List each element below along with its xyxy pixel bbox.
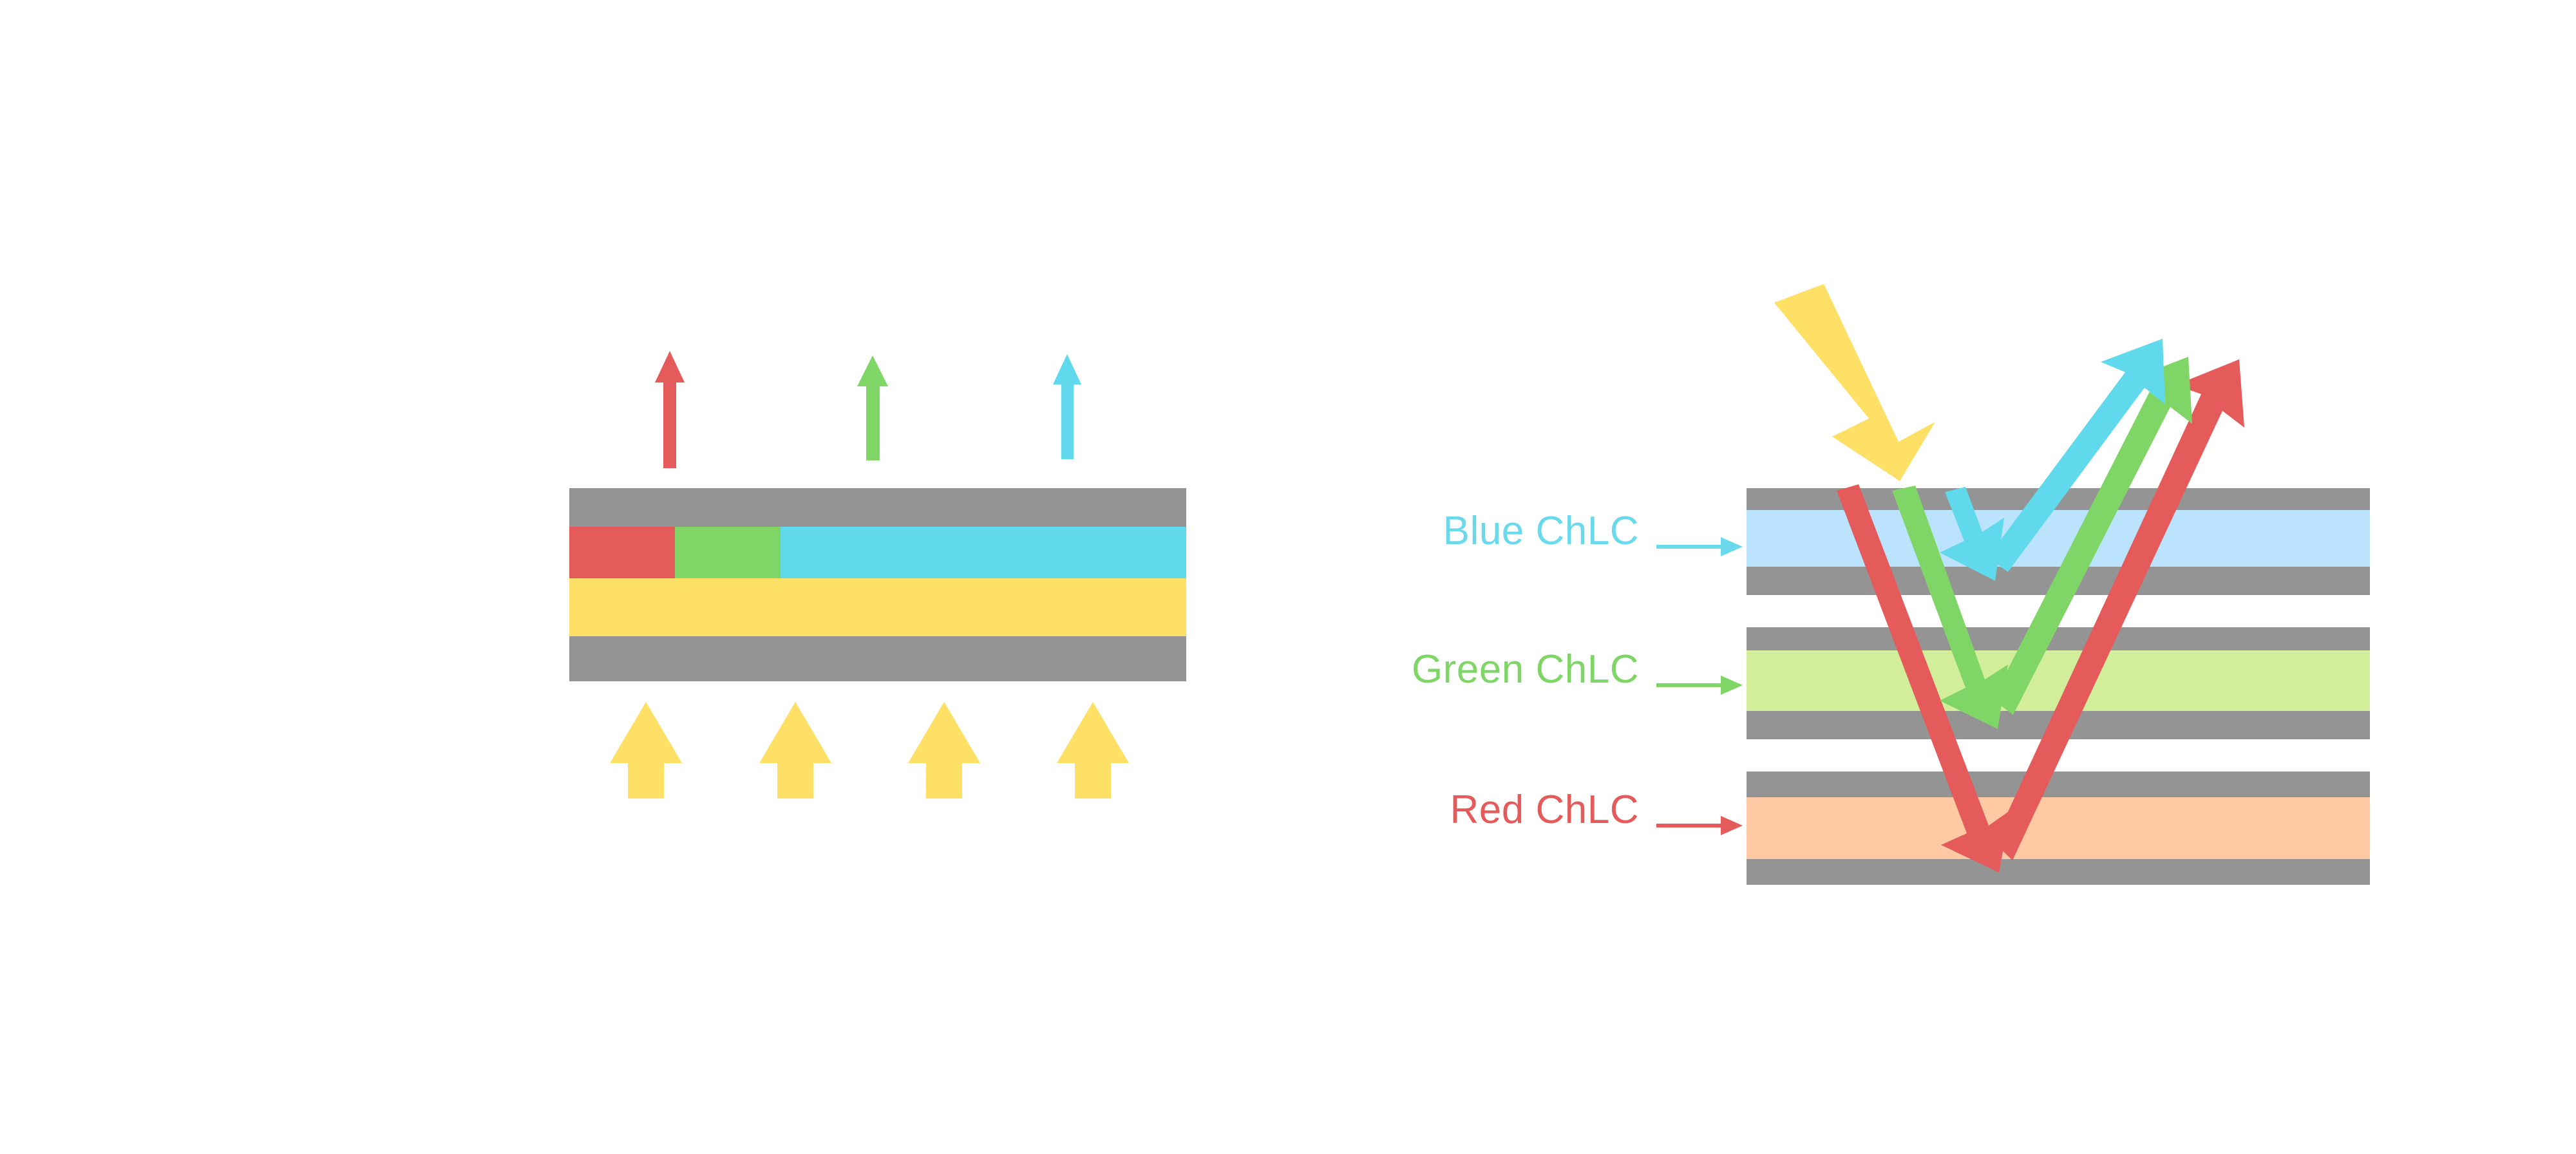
green-cell-lc-layer xyxy=(1747,650,2370,711)
emitted-light-arrows xyxy=(655,351,1081,468)
emitted-green-arrow-shape xyxy=(857,355,888,460)
backlight-arrow-1 xyxy=(610,702,682,799)
red-chlc-cell xyxy=(1747,771,2370,885)
label-blue-chlc-text: Blue ChLC xyxy=(1443,509,1639,553)
incident-light-arrow-shape xyxy=(1774,284,1935,481)
backlight-arrows xyxy=(610,702,1129,799)
red-ray-down-arrow xyxy=(1837,484,2011,873)
emitted-red-arrow-shape xyxy=(655,351,685,468)
left-top-electrode xyxy=(569,488,1186,527)
emitted-cyan-arrow xyxy=(1053,354,1081,459)
label-blue-arrow-icon xyxy=(1656,537,1743,556)
label-blue-chlc: Blue ChLC xyxy=(1443,509,1743,556)
backlight-arrow-4 xyxy=(1057,702,1129,799)
blue-ray-reflection xyxy=(1940,339,2165,581)
color-filter-cyan xyxy=(781,527,1186,578)
green-cell-top-electrode xyxy=(1747,627,2370,650)
red-ray-up-arrow xyxy=(1994,359,2244,860)
backlight-arrow-2 xyxy=(759,702,831,799)
color-filter-red xyxy=(569,527,675,578)
green-ray-down-arrow xyxy=(1892,486,2008,729)
backlight-arrow-3 xyxy=(908,702,980,799)
label-red-chlc-text: Red ChLC xyxy=(1450,788,1639,832)
incident-light-arrow xyxy=(1774,284,1935,481)
label-red-chlc: Red ChLC xyxy=(1450,788,1743,835)
green-ray-up-arrow xyxy=(1993,357,2192,715)
blue-ray-up-arrow xyxy=(1987,339,2165,572)
label-green-chlc: Green ChLC xyxy=(1412,647,1743,695)
left-bottom-electrode xyxy=(569,636,1186,681)
color-filter-green xyxy=(675,527,781,578)
red-cell-top-electrode xyxy=(1747,771,2370,797)
left-panel-transmissive-stack xyxy=(569,351,1186,799)
blue-cell-lc-layer xyxy=(1747,510,2370,567)
label-red-arrow-icon xyxy=(1656,816,1743,835)
transmissive-layer-stack xyxy=(569,488,1186,681)
label-green-arrow-icon xyxy=(1656,676,1743,695)
left-backlight-layer xyxy=(569,578,1186,636)
emitted-red-arrow xyxy=(655,351,685,468)
label-green-chlc-text: Green ChLC xyxy=(1412,647,1639,692)
red-cell-bottom-electrode xyxy=(1747,859,2370,885)
chlc-labels: Blue ChLC Green ChLC Red ChLC xyxy=(1412,509,1743,835)
emitted-cyan-arrow-shape xyxy=(1053,354,1081,459)
right-panel-reflective-stack: Blue ChLC Green ChLC Red ChLC xyxy=(1412,284,2370,885)
emitted-green-arrow xyxy=(857,355,888,460)
red-ray-reflection xyxy=(1837,359,2244,873)
red-cell-lc-layer xyxy=(1747,797,2370,859)
green-ray-reflection xyxy=(1892,357,2192,729)
